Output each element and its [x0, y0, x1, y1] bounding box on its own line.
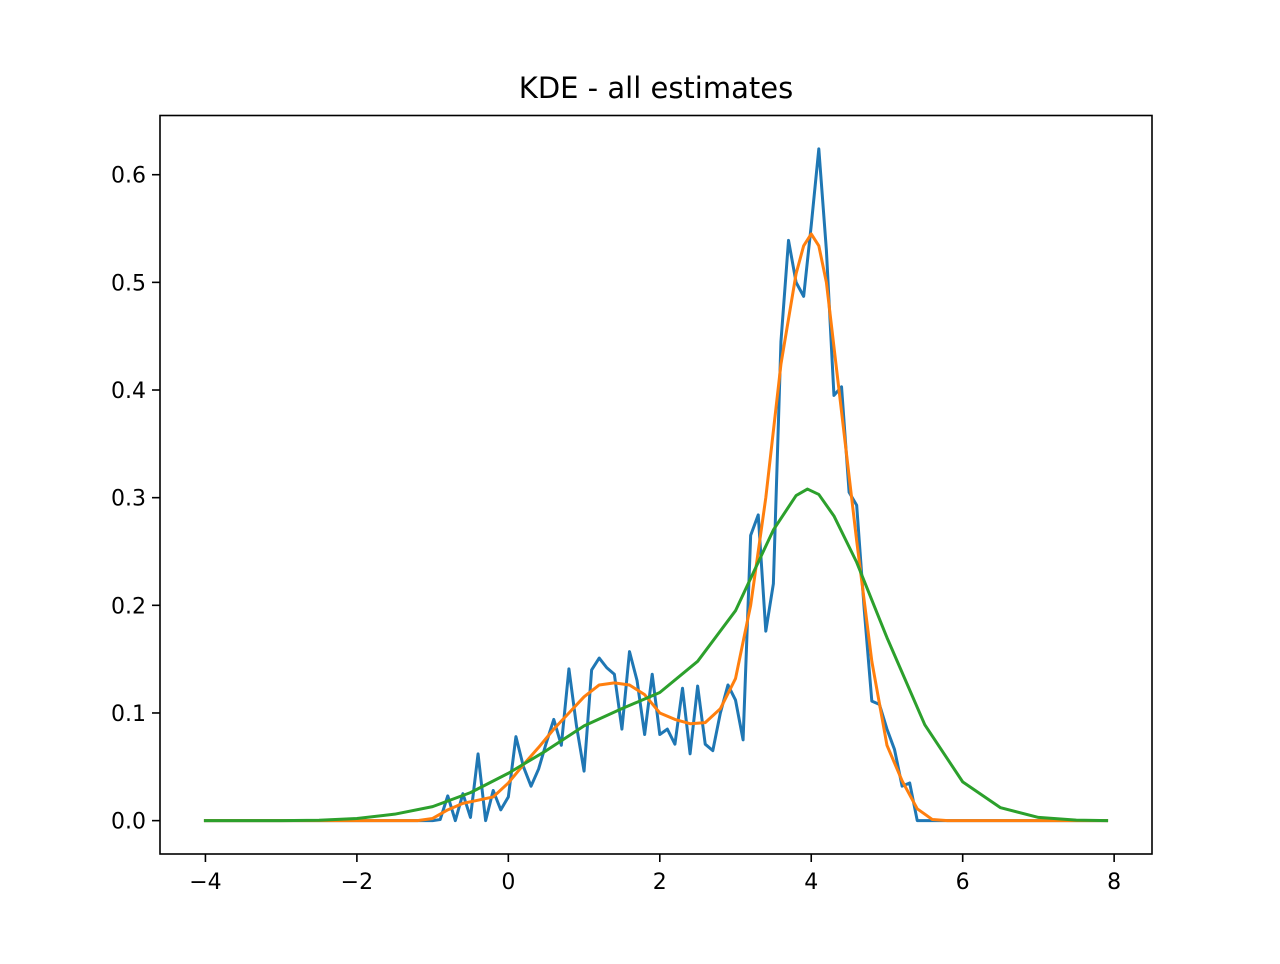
series-line-0 [203, 147, 1109, 823]
series-line-1 [203, 232, 1109, 823]
series-layer [203, 147, 1109, 823]
x-axis: −4 −2 0 2 4 6 8 [189, 854, 1121, 895]
x-tick-label: 8 [1107, 870, 1121, 895]
x-tick-label: 0 [501, 870, 515, 895]
y-axis: 0.0 0.1 0.2 0.3 0.4 0.5 0.6 [111, 164, 160, 835]
x-tick-label: 6 [956, 870, 970, 895]
series-line-2 [203, 487, 1109, 823]
x-tick-label: −2 [341, 870, 373, 895]
y-tick-label: 0.6 [111, 164, 146, 189]
y-tick-label: 0.5 [111, 271, 146, 296]
x-tick-label: −4 [189, 870, 221, 895]
y-tick-label: 0.0 [111, 810, 146, 835]
x-tick-label: 4 [804, 870, 818, 895]
y-tick-label: 0.3 [111, 487, 146, 512]
chart-title: KDE - all estimates [519, 71, 793, 105]
y-tick-label: 0.2 [111, 594, 146, 619]
x-tick-label: 2 [653, 870, 667, 895]
y-tick-label: 0.1 [111, 702, 146, 727]
plot-frame [159, 114, 1153, 855]
y-tick-label: 0.4 [111, 379, 146, 404]
